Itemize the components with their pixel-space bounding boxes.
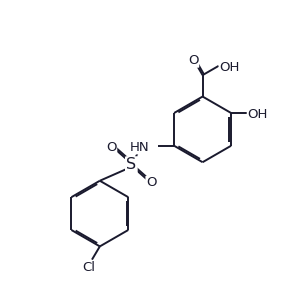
Text: O: O	[146, 176, 157, 190]
Text: OH: OH	[219, 61, 240, 74]
Text: OH: OH	[247, 108, 268, 121]
Text: S: S	[126, 157, 136, 173]
Text: O: O	[188, 54, 198, 67]
Text: O: O	[106, 141, 117, 154]
Text: Cl: Cl	[83, 261, 96, 274]
Text: HN: HN	[130, 141, 149, 154]
